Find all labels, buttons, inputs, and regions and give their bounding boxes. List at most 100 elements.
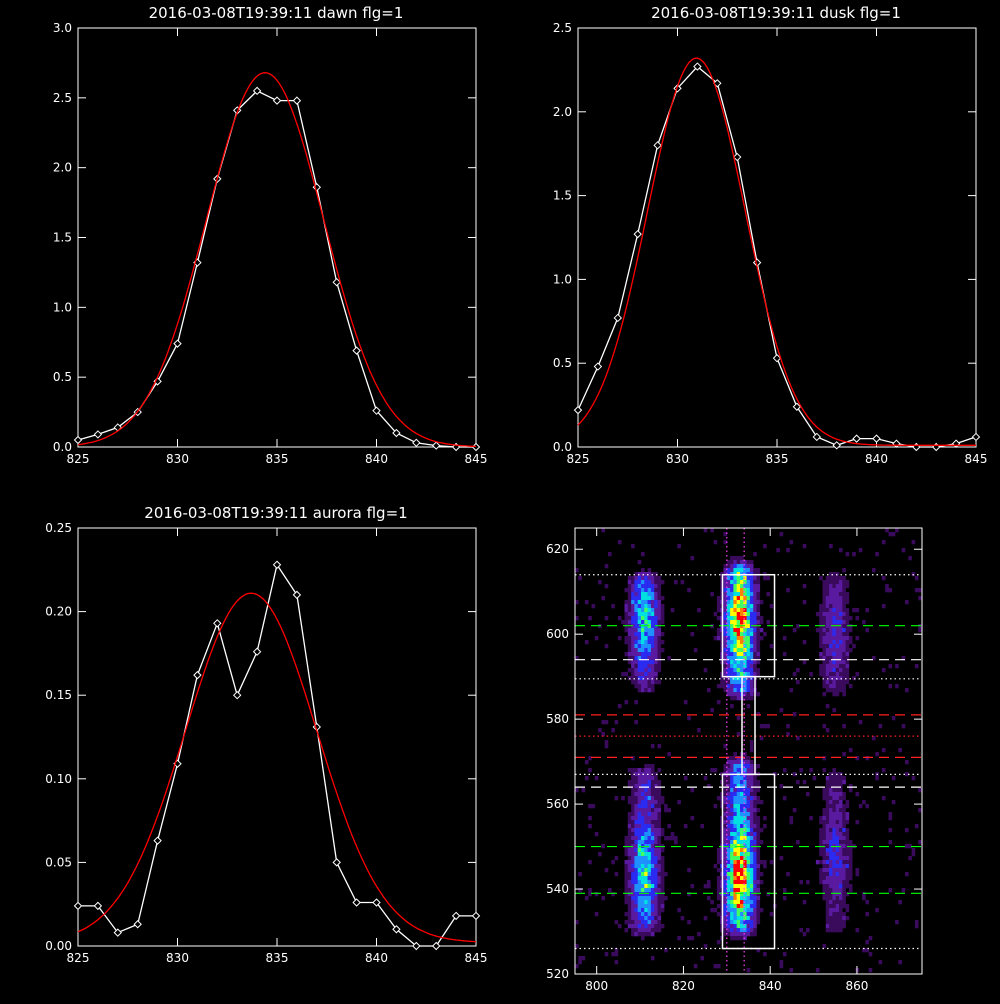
- spectrogram-pixel: [743, 868, 747, 873]
- spectrogram-pixel: [898, 900, 902, 905]
- spectrogram-pixel: [822, 812, 827, 817]
- spectrogram-pixel: [723, 768, 728, 773]
- spectrogram-pixel: [621, 796, 625, 801]
- spectrogram-pixel: [756, 856, 761, 861]
- spectrogram-pixel: [641, 824, 645, 829]
- spectrogram-pixel: [746, 900, 751, 905]
- spectrogram-pixel: [647, 672, 652, 677]
- spectrogram-pixel: [624, 640, 629, 645]
- spectrogram-pixel: [825, 676, 830, 681]
- spectrogram-pixel: [749, 644, 754, 649]
- spectrogram-pixel: [660, 872, 665, 877]
- spectrogram-pixel: [641, 676, 645, 681]
- spectrogram-pixel: [743, 560, 747, 565]
- spectrogram-pixel: [644, 900, 648, 905]
- spectrogram-pixel: [641, 608, 645, 613]
- spectrogram-pixel: [763, 816, 767, 821]
- spectrogram-pixel: [650, 932, 655, 937]
- spectrogram-pixel: [839, 596, 843, 601]
- spectrogram-pixel: [839, 872, 843, 877]
- spectrogram-pixel: [736, 568, 741, 573]
- spectrogram-pixel: [835, 812, 840, 817]
- spectrogram-pixel: [650, 632, 655, 637]
- spectrogram-pixel: [756, 712, 761, 717]
- spectrogram-pixel: [723, 584, 728, 589]
- spectrogram-pixel: [634, 608, 638, 613]
- spectrogram-pixel: [660, 616, 665, 621]
- spectrogram-pixel: [723, 928, 728, 933]
- spectrogram-pixel: [733, 856, 737, 861]
- spectrogram-pixel: [650, 832, 655, 837]
- spectrogram-pixel: [743, 856, 747, 861]
- spectrogram-pixel: [627, 916, 632, 921]
- spectrogram-pixel: [842, 624, 846, 629]
- spectrogram-pixel: [726, 628, 731, 633]
- spectrogram-pixel: [627, 768, 632, 773]
- aurora-panel: 2016-03-08T19:39:11 aurora flg=1 825 830 8…: [45, 504, 487, 965]
- aurora-data-point: [193, 670, 202, 680]
- spectrogram-pixel: [575, 600, 579, 605]
- spectrogram-pixel: [624, 912, 629, 917]
- spectrogram-pixel: [634, 896, 638, 901]
- spectrogram-pixel: [749, 628, 754, 633]
- spectrogram-pixel: [723, 744, 728, 749]
- spectrogram-pixel: [835, 792, 840, 797]
- spectrogram-pixel: [631, 664, 635, 669]
- spectrogram-pixel: [650, 780, 655, 785]
- spectrogram-pixel: [829, 824, 833, 829]
- spectrogram-pixel: [650, 640, 655, 645]
- spectrogram-pixel: [829, 860, 833, 865]
- spectrogram-pixel: [832, 604, 836, 609]
- spectrogram-pixel: [829, 852, 833, 857]
- spectrogram-pixel: [796, 624, 800, 629]
- spectrogram-pixel: [627, 856, 632, 861]
- spectrogram-pixel: [905, 688, 909, 693]
- spectrogram-pixel: [743, 912, 747, 917]
- spectrogram-pixel: [839, 628, 843, 633]
- spectrogram-pixel: [746, 864, 751, 869]
- spectrogram-pixel: [825, 680, 830, 685]
- dusk-data-point: [931, 442, 941, 452]
- spectrogram-pixel: [614, 796, 619, 801]
- spectrogram-pixel: [895, 528, 899, 533]
- spectrogram-pixel: [740, 784, 744, 789]
- spectrogram-pixel: [865, 900, 869, 905]
- spectrogram-pixel: [799, 928, 803, 933]
- spectrogram-pixel: [627, 596, 632, 601]
- spectrogram-pixel: [822, 888, 827, 893]
- spectrogram-pixel: [796, 680, 800, 685]
- spectrogram-pixel: [726, 688, 731, 693]
- spectrogram-pixel: [839, 868, 843, 873]
- spectrogram-pixel: [740, 932, 744, 937]
- spectrogram-pixel: [829, 680, 833, 685]
- spectrogram-pixel: [753, 648, 757, 653]
- spectrogram-pixel: [839, 788, 843, 793]
- spectrogram-pixel: [776, 548, 780, 553]
- spectrogram-pixel: [829, 844, 833, 849]
- spectrogram-pixel: [594, 892, 599, 897]
- spectrogram-pixel: [746, 908, 751, 913]
- spectrogram-pixel: [647, 632, 652, 637]
- spectrogram-pixel: [746, 784, 751, 789]
- spectrogram-pixel: [617, 636, 622, 641]
- spectrogram-pixel: [624, 840, 629, 845]
- spectrogram-pixel: [726, 900, 731, 905]
- spectrogram-pixel: [740, 796, 744, 801]
- spectrogram-pixel: [654, 660, 658, 665]
- spectrogram-pixel: [634, 648, 638, 653]
- spectrogram-pixel: [637, 912, 642, 917]
- spectrogram-pixel: [634, 920, 638, 925]
- spectrogram-pixel: [634, 604, 638, 609]
- spectrogram-pixel: [740, 856, 744, 861]
- spectrogram-pixel: [733, 884, 737, 889]
- spectrogram-pixel: [819, 868, 823, 873]
- spectrogram-pixel: [898, 748, 902, 753]
- spectrogram-pixel: [839, 784, 843, 789]
- spectrogram-pixel: [749, 688, 754, 693]
- spectrogram-pixel: [749, 796, 754, 801]
- spectrogram-pixel: [756, 896, 761, 901]
- spectrogram-pixel: [690, 936, 695, 941]
- spectrogram-pixel: [657, 640, 662, 645]
- spectrogram-pixel: [637, 664, 642, 669]
- spectrogram-pixel: [839, 684, 843, 689]
